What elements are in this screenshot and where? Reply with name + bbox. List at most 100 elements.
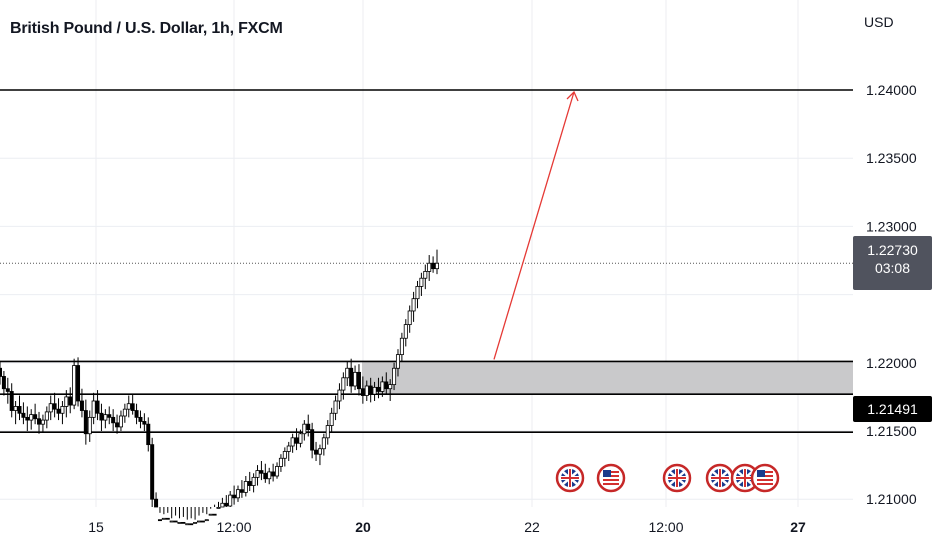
candle-body xyxy=(384,381,389,390)
candle xyxy=(83,399,88,445)
price-tick-label: 1.24000 xyxy=(866,82,917,98)
candle-body xyxy=(431,262,436,270)
candle xyxy=(314,441,319,462)
price-tick-label: 1.22000 xyxy=(866,355,917,371)
candle-body xyxy=(392,367,397,386)
candle xyxy=(419,272,424,296)
candle xyxy=(310,422,315,459)
candle-body xyxy=(236,489,241,499)
candle-body xyxy=(60,406,65,414)
gbp-event-icon[interactable] xyxy=(730,463,760,493)
support-zone-rectangle[interactable] xyxy=(362,361,853,395)
candle-body xyxy=(115,422,120,428)
candle xyxy=(286,441,291,462)
time-tick-label: 27 xyxy=(790,519,806,535)
candle-body xyxy=(33,414,38,420)
candle-body xyxy=(267,471,272,480)
currency-label: USD xyxy=(864,14,894,30)
candlestick-series xyxy=(0,249,439,526)
candle-body xyxy=(212,513,217,516)
candle xyxy=(224,495,229,507)
symbol-title[interactable]: British Pound / U.S. Dollar, 1h, FXCM xyxy=(10,20,283,37)
candle xyxy=(407,305,412,333)
candle xyxy=(395,349,400,377)
candle-body xyxy=(107,414,112,418)
candle-body xyxy=(196,520,201,523)
candle xyxy=(388,379,393,401)
candle xyxy=(317,444,322,466)
candle xyxy=(189,507,194,526)
arrow-shaft[interactable] xyxy=(493,91,575,360)
candle-body xyxy=(255,470,260,478)
candle-body xyxy=(130,403,135,411)
candle xyxy=(282,447,287,467)
candle xyxy=(177,507,182,524)
price-tick-label: 1.23500 xyxy=(866,150,917,166)
projection-arrow[interactable] xyxy=(493,90,579,360)
time-tick-label: 15 xyxy=(88,519,104,535)
candle-body xyxy=(64,396,69,407)
usd-event-icon[interactable] xyxy=(750,463,780,493)
candle-body xyxy=(216,506,221,509)
gbp-event-icon[interactable] xyxy=(705,463,735,493)
candle-body xyxy=(275,466,280,477)
candle-body xyxy=(91,400,96,418)
candle xyxy=(356,364,361,396)
candle-body xyxy=(72,365,77,406)
candle xyxy=(122,403,127,423)
candle-body xyxy=(415,286,420,300)
candle-body xyxy=(259,470,264,474)
candle xyxy=(251,473,256,493)
usd-event-icon[interactable] xyxy=(596,463,626,493)
gbp-event-icon[interactable] xyxy=(555,463,585,493)
candle-body xyxy=(165,517,170,520)
candle xyxy=(72,358,77,410)
candle-body xyxy=(329,412,334,426)
candle-body xyxy=(290,437,295,447)
economic-event-markers[interactable] xyxy=(555,463,780,493)
candle xyxy=(185,507,190,526)
candle-body xyxy=(177,521,182,524)
arrow-head[interactable] xyxy=(566,90,579,102)
candle xyxy=(64,390,69,418)
candle-body xyxy=(228,494,233,507)
candle xyxy=(56,398,61,421)
candle-body xyxy=(388,384,393,390)
candle xyxy=(228,491,233,507)
candle-body xyxy=(278,457,283,467)
candle xyxy=(423,264,428,290)
candle xyxy=(95,390,100,421)
candle xyxy=(173,507,178,523)
candle-body xyxy=(44,411,49,421)
price-tick-label: 1.21000 xyxy=(866,491,917,507)
gbp-event-icon[interactable] xyxy=(662,463,692,493)
candle-body xyxy=(220,502,225,508)
horizontal-level-lines[interactable] xyxy=(0,89,853,434)
candle-body xyxy=(368,385,373,395)
candle xyxy=(103,409,108,429)
candle-body xyxy=(341,377,346,391)
level-price-tag: 1.21491 xyxy=(853,396,932,422)
candle xyxy=(13,400,18,425)
candle-body xyxy=(68,396,73,406)
candle-body xyxy=(204,519,209,522)
candle xyxy=(321,433,326,456)
candle-body xyxy=(13,406,18,411)
candle-body xyxy=(9,391,14,411)
candle-body xyxy=(79,400,84,411)
us-flag-canton xyxy=(757,470,765,477)
price-axis[interactable]: 1.21000 1.21500 1.22000 1.23000 1.23500 1.240… xyxy=(866,82,917,507)
candle-body xyxy=(200,520,205,523)
candle xyxy=(275,462,280,479)
candle-body xyxy=(423,271,428,279)
time-axis[interactable]: 15 12:00 20 22 12:00 27 xyxy=(88,519,806,535)
candle xyxy=(333,395,338,421)
candle xyxy=(216,501,221,509)
candle xyxy=(196,507,201,523)
candle-body xyxy=(87,416,92,435)
candle-body xyxy=(395,354,400,369)
candle xyxy=(52,392,57,418)
candle-body xyxy=(263,472,268,480)
candle xyxy=(376,377,381,399)
